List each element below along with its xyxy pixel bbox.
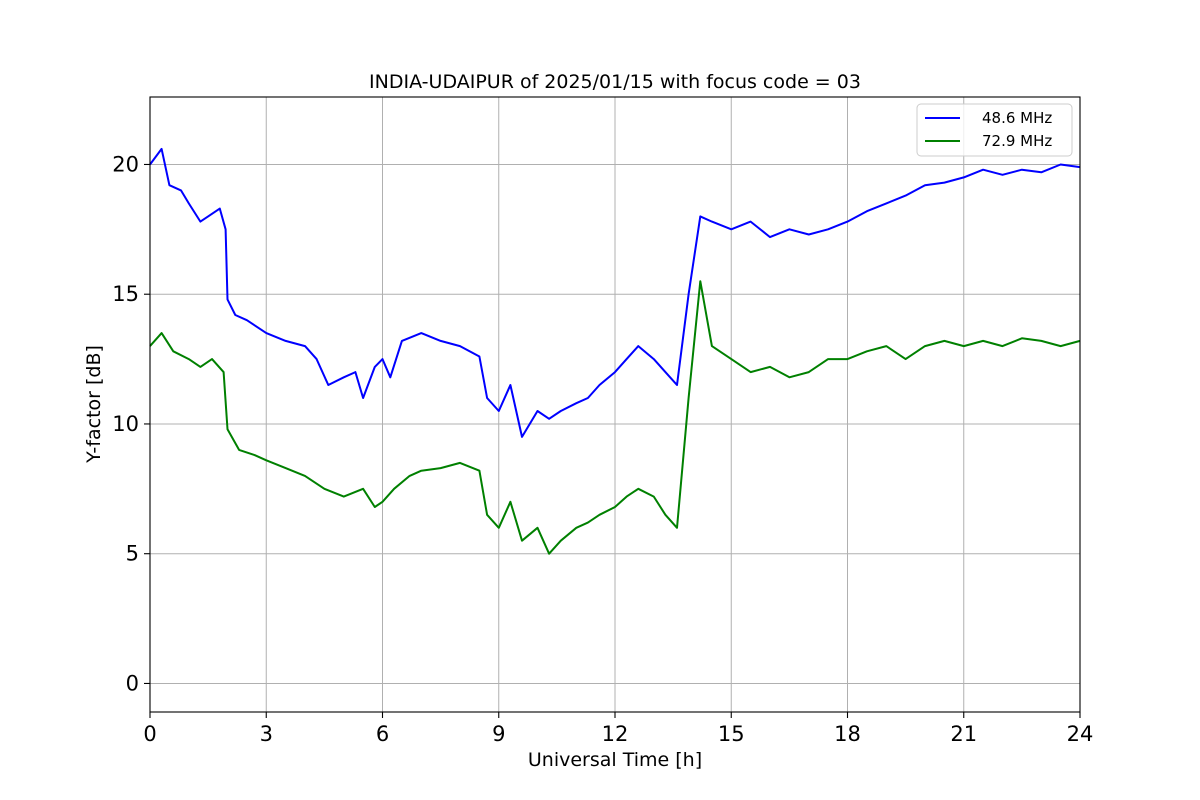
x-axis-label: Universal Time [h]	[528, 749, 702, 771]
x-tick-label: 12	[602, 722, 629, 746]
x-tick-label: 18	[834, 722, 861, 746]
x-tick-label: 3	[260, 722, 273, 746]
y-tick-label: 15	[112, 282, 139, 306]
y-tick-label: 10	[112, 412, 139, 436]
axis-ticks: 0 3 6 9 12 15 18 21 24 0 5 10 15 20	[112, 152, 1093, 746]
y-tick-label: 0	[126, 671, 139, 695]
series-line-48-6-mhz	[149, 147, 1081, 438]
x-tick-label: 6	[376, 722, 389, 746]
legend: 48.6 MHz 72.9 MHz	[916, 103, 1073, 157]
legend-label-48-6-mhz: 48.6 MHz	[982, 109, 1052, 127]
series-line-72-9-mhz	[149, 280, 1081, 555]
y-axis-label: Y-factor [dB]	[83, 345, 105, 464]
x-tick-label: 9	[492, 722, 505, 746]
x-tick-label: 15	[718, 722, 745, 746]
x-tick-label: 21	[950, 722, 977, 746]
y-tick-label: 5	[126, 542, 139, 566]
plot-series	[149, 147, 1081, 555]
y-tick-label: 20	[112, 152, 139, 176]
legend-label-72-9-mhz: 72.9 MHz	[982, 132, 1052, 150]
chart-title: INDIA-UDAIPUR of 2025/01/15 with focus c…	[369, 71, 861, 93]
x-tick-label: 0	[143, 722, 156, 746]
x-tick-label: 24	[1067, 722, 1094, 746]
